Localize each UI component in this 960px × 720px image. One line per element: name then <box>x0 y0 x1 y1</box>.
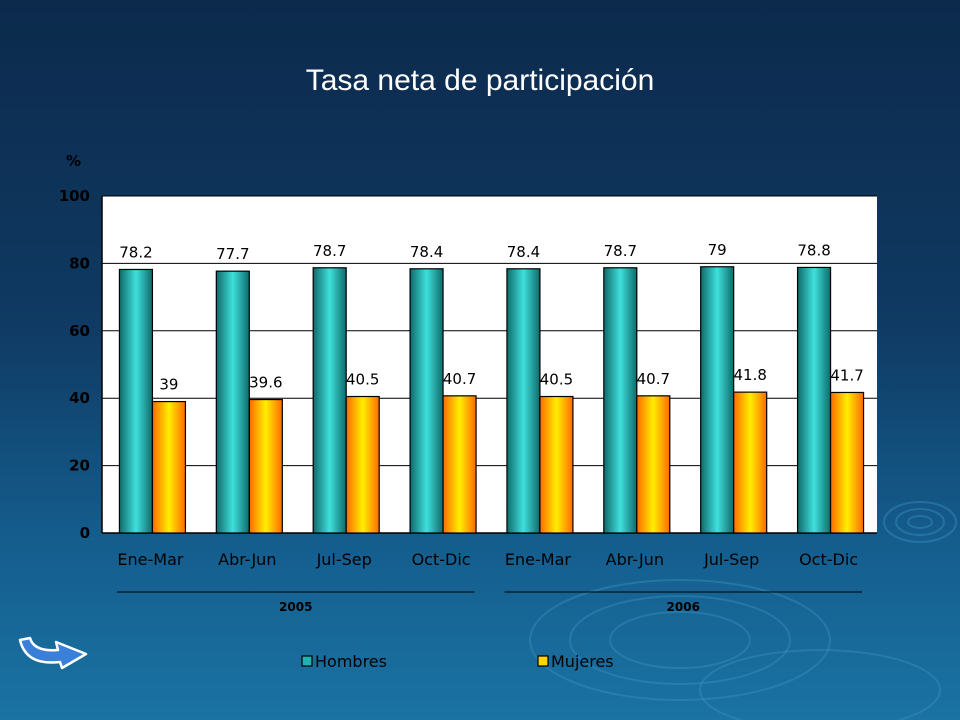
data-label: 40.7 <box>443 370 476 388</box>
y-tick-label: 40 <box>69 389 90 407</box>
data-label: 79 <box>708 241 727 259</box>
y-axis-label: % <box>66 152 81 170</box>
category-labels: Ene-Mar Abr-Jun Jul-Sep Oct-Dic Ene-Mar Abr-J… <box>117 550 858 569</box>
group-label: 2006 <box>667 600 700 614</box>
x-tick-label: Oct-Dic <box>412 550 471 569</box>
data-label: 78.4 <box>507 243 540 261</box>
bar-hombres <box>409 268 444 534</box>
y-tick-label: 100 <box>59 187 90 205</box>
bar-mujeres <box>636 395 671 534</box>
bar-hombres <box>215 270 250 534</box>
x-tick-label: Ene-Mar <box>505 550 571 569</box>
x-tick-label: Jul-Sep <box>316 550 372 569</box>
bar-mujeres <box>345 395 380 534</box>
y-tick-labels: 0 20 40 60 80 100 <box>59 187 90 542</box>
bar-hombres <box>603 267 638 534</box>
data-label: 40.5 <box>540 371 573 389</box>
bar-mujeres <box>151 400 187 534</box>
bar-mujeres <box>539 395 574 534</box>
y-tick-label: 20 <box>69 457 90 475</box>
y-tick-label: 60 <box>69 322 90 340</box>
data-label: 40.5 <box>346 371 379 389</box>
data-label: 40.7 <box>637 370 670 388</box>
y-tick-label: 80 <box>69 254 90 272</box>
x-tick-label: Abr-Jun <box>218 550 276 569</box>
legend-label: Hombres <box>315 652 387 671</box>
bar-mujeres <box>248 398 283 534</box>
group-label: 2005 <box>279 600 312 614</box>
data-label: 78.4 <box>410 243 443 261</box>
curved-return-arrow-icon[interactable] <box>16 634 92 670</box>
legend-swatch <box>301 655 313 667</box>
bar-mujeres <box>829 391 865 534</box>
bar-mujeres <box>733 391 768 534</box>
bar-hombres <box>506 268 541 534</box>
x-tick-label: Abr-Jun <box>606 550 664 569</box>
data-label: 77.7 <box>216 245 249 263</box>
data-label: 39 <box>159 376 178 394</box>
bar-mujeres <box>442 395 477 534</box>
x-tick-label: Oct-Dic <box>799 550 858 569</box>
bar-hombres <box>796 266 832 534</box>
legend-label: Mujeres <box>551 652 614 671</box>
bar-hombres <box>700 266 735 534</box>
legend-swatch <box>537 655 549 667</box>
data-label: 78.7 <box>604 242 637 260</box>
data-label: 39.6 <box>249 374 282 392</box>
legend: Hombres Mujeres <box>301 652 614 671</box>
y-tick-label: 0 <box>80 524 90 542</box>
bar-hombres <box>312 267 347 534</box>
data-label: 78.8 <box>797 241 830 259</box>
data-label: 41.7 <box>830 366 863 384</box>
x-tick-label: Ene-Mar <box>117 550 183 569</box>
data-labels: 78.2 77.7 78.7 78.4 78.4 78.7 79 78.8 39 39.6 40.5… <box>119 241 864 394</box>
data-label: 78.7 <box>313 242 346 260</box>
x-tick-label: Jul-Sep <box>703 550 759 569</box>
year-groups: 2005 2006 <box>117 591 862 614</box>
data-label: 78.2 <box>119 243 152 261</box>
bar-hombres <box>118 268 154 534</box>
bars <box>118 266 865 534</box>
data-label: 41.8 <box>733 366 766 384</box>
slide-title: Tasa neta de participación <box>305 64 655 97</box>
